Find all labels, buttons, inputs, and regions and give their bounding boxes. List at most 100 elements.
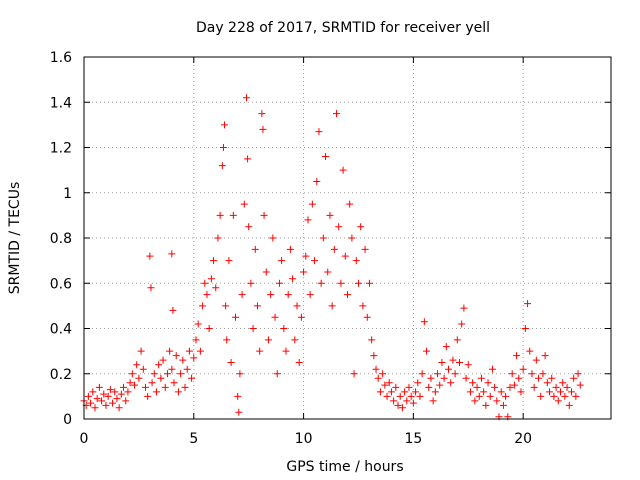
data-point-marker <box>394 401 402 409</box>
data-point-marker <box>548 374 556 382</box>
data-point-marker <box>264 336 272 344</box>
data-point-marker <box>297 313 305 321</box>
data-point-marker <box>259 125 267 133</box>
data-point-marker <box>423 347 431 355</box>
data-point-marker <box>144 392 152 400</box>
data-point-marker <box>506 383 514 391</box>
data-point-marker <box>341 252 349 260</box>
data-point-marker <box>458 320 466 328</box>
data-point-marker <box>174 388 182 396</box>
data-point-marker <box>546 388 554 396</box>
data-point-marker <box>218 162 226 170</box>
data-point-marker <box>245 223 253 231</box>
data-point-marker <box>269 234 277 242</box>
data-point-marker <box>348 234 356 242</box>
data-point-marker <box>251 245 259 253</box>
data-point-marker <box>405 383 413 391</box>
data-point-marker <box>528 370 536 378</box>
data-point-marker <box>464 361 472 369</box>
data-point-marker <box>87 399 95 407</box>
data-point-marker <box>552 383 560 391</box>
data-point-marker <box>455 358 463 366</box>
data-point-marker <box>445 365 453 373</box>
data-point-marker <box>155 361 163 369</box>
data-point-marker <box>431 388 439 396</box>
data-point-marker <box>563 383 571 391</box>
data-point-marker <box>543 379 551 387</box>
data-point-marker <box>146 252 154 260</box>
data-point-marker <box>398 404 406 412</box>
data-point-marker <box>361 245 369 253</box>
data-point-marker <box>403 397 411 405</box>
data-point-marker <box>517 388 525 396</box>
data-point-marker <box>253 302 261 310</box>
data-point-marker <box>330 245 338 253</box>
data-point-marker <box>147 284 155 292</box>
plot-frame <box>83 56 612 420</box>
data-point-marker <box>337 279 345 287</box>
data-point-marker <box>122 397 130 405</box>
data-point-marker <box>196 347 204 355</box>
data-point-marker <box>232 313 240 321</box>
data-point-marker <box>214 234 222 242</box>
data-point-marker <box>414 379 422 387</box>
data-point-marker <box>199 302 207 310</box>
data-point-marker <box>262 268 270 276</box>
data-point-marker <box>335 223 343 231</box>
data-point-marker <box>267 291 275 299</box>
data-point-marker <box>157 374 165 382</box>
data-point-marker <box>572 392 580 400</box>
y-tick-label: 1.6 <box>50 50 72 66</box>
grid-lines <box>84 57 611 419</box>
data-point-marker <box>407 392 415 400</box>
data-point-marker <box>249 325 257 332</box>
data-point-marker <box>291 336 299 344</box>
data-point-marker <box>315 128 323 136</box>
x-tick-label: 0 <box>80 431 89 447</box>
data-point-marker <box>102 401 110 409</box>
data-point-marker <box>550 392 558 400</box>
data-point-marker <box>436 381 444 389</box>
data-point-marker <box>510 381 518 389</box>
x-axis-tick-labels: 0 5 10 15 20 <box>80 431 533 447</box>
data-point-marker <box>111 388 119 396</box>
data-point-marker <box>141 383 149 391</box>
data-point-marker <box>374 374 382 382</box>
data-point-marker <box>324 268 332 276</box>
data-point-marker <box>515 374 523 382</box>
y-tick-label: 0.2 <box>50 367 72 383</box>
data-point-marker <box>238 291 246 299</box>
data-point-marker <box>135 374 143 382</box>
data-point-marker <box>535 374 543 382</box>
data-point-marker <box>372 365 380 373</box>
data-point-marker <box>150 370 158 378</box>
data-point-marker <box>235 408 243 416</box>
data-point-marker <box>420 318 428 326</box>
y-tick-label: 0.6 <box>50 276 72 292</box>
data-point-marker <box>120 383 128 391</box>
data-point-marker <box>236 370 244 378</box>
data-point-marker <box>222 302 230 310</box>
data-point-marker <box>212 284 220 292</box>
data-point-marker <box>117 390 125 398</box>
data-point-marker <box>225 257 233 265</box>
data-point-marker <box>219 144 227 151</box>
data-point-marker <box>168 365 176 373</box>
data-point-marker <box>387 388 395 396</box>
data-point-marker <box>240 200 248 208</box>
data-point-marker <box>473 383 481 391</box>
data-point-marker <box>126 379 134 387</box>
data-point-marker <box>451 370 459 378</box>
data-point-marker <box>484 379 492 387</box>
data-point-marker <box>526 347 534 355</box>
data-point-marker <box>350 370 358 378</box>
y-tick-label: 1 <box>63 186 72 202</box>
y-tick-label: 0.8 <box>50 231 72 247</box>
data-point-marker <box>442 343 450 351</box>
x-tick-label: 5 <box>189 431 198 447</box>
data-point-marker <box>256 347 264 355</box>
data-point-marker <box>556 388 564 396</box>
data-point-marker <box>216 211 224 219</box>
data-point-marker <box>561 392 569 400</box>
data-point-marker <box>304 216 312 224</box>
